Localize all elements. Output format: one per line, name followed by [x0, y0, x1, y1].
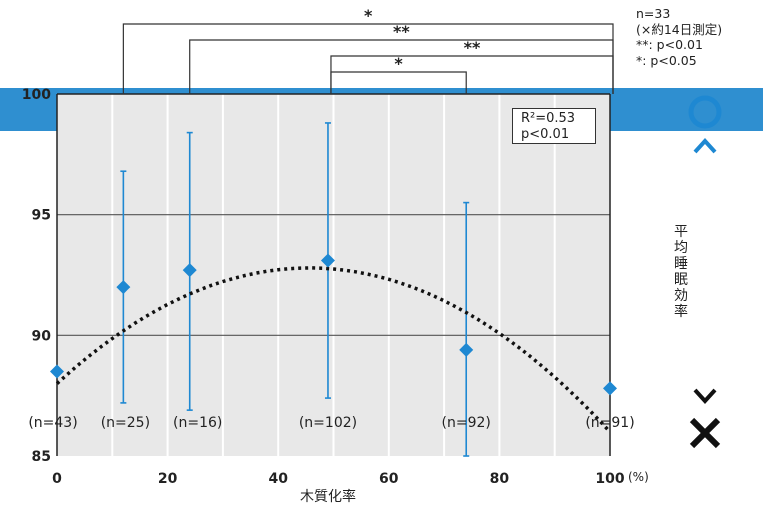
x-tick-label: 80	[490, 471, 510, 487]
significance-bracket	[330, 71, 467, 94]
significance-bracket	[122, 23, 614, 94]
data-point-marker	[459, 342, 474, 357]
data-point-marker	[182, 263, 197, 278]
x-tick-label: 0	[52, 471, 62, 487]
x-axis-unit: (%)	[628, 470, 649, 484]
significance-marker: *	[364, 6, 373, 25]
sample-size-label: (n=91)	[585, 415, 634, 431]
sample-size-label: (n=92)	[442, 415, 491, 431]
data-point-marker	[50, 364, 64, 379]
data-point-marker	[603, 381, 617, 396]
y-tick-label: 100	[22, 87, 51, 103]
p-value-label: p<0.01	[521, 127, 570, 142]
significance-marker: **	[393, 22, 410, 41]
bad-cross-icon	[689, 417, 721, 449]
sample-size-note: n=33	[636, 6, 671, 21]
data-point-marker	[116, 280, 131, 295]
arrow-head-down-icon	[693, 388, 717, 404]
sample-size-label: (n=25)	[101, 415, 150, 431]
x-tick-label: 100	[595, 471, 624, 487]
x-tick-label: 40	[268, 471, 288, 487]
x-tick-label: 20	[158, 471, 178, 487]
r-squared-label: R²=0.53	[521, 111, 576, 126]
p01-note: **: p<0.01	[636, 37, 703, 52]
significance-marker: **	[464, 38, 481, 57]
significance-marker: *	[394, 54, 403, 73]
x-tick-label: 60	[379, 471, 399, 487]
stats-note: n=33 (×約14日測定) **: p<0.01 *: p<0.05	[636, 6, 761, 68]
p05-note: *: p<0.05	[636, 52, 697, 68]
sample-size-label: (n=43)	[28, 415, 77, 431]
arrow-head-up-icon	[693, 138, 717, 154]
sample-size-label: (n=102)	[299, 415, 357, 431]
significance-bracket	[330, 55, 614, 94]
y-axis-label: 平均睡眠効率	[674, 224, 688, 320]
y-tick-label: 85	[32, 449, 51, 465]
data-point-marker	[320, 253, 335, 268]
trend-curve	[55, 266, 612, 434]
y-tick-label: 90	[32, 328, 52, 344]
measurement-note: (×約14日測定)	[636, 21, 723, 37]
y-tick-label: 95	[32, 208, 51, 224]
x-axis-label: 木質化率	[300, 489, 356, 505]
sample-size-label: (n=16)	[173, 415, 222, 431]
good-circle-icon	[688, 95, 722, 129]
fit-stats-box: R²=0.53 p<0.01	[512, 108, 596, 144]
